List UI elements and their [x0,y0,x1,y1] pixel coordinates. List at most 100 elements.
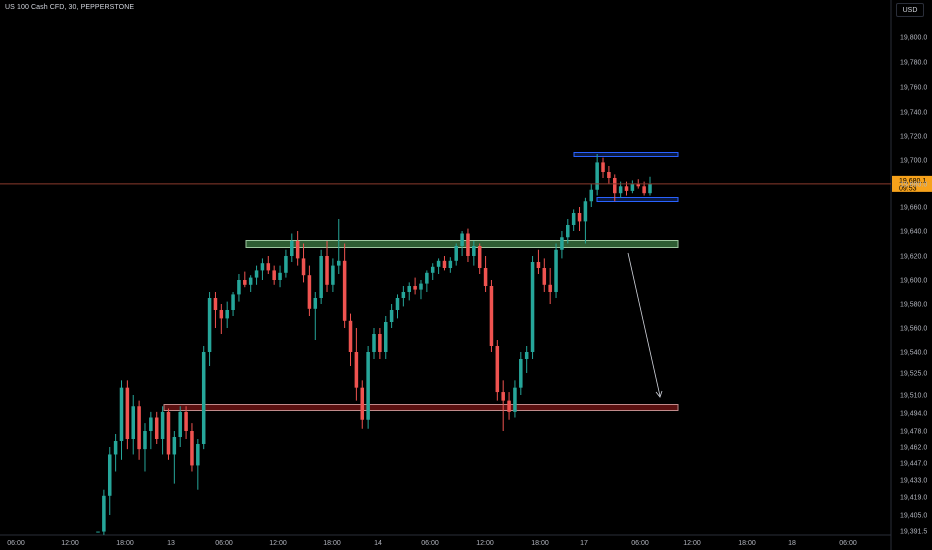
candle-body [113,441,118,455]
candle-body [519,359,523,388]
price-tick-label: 19,640.0 [900,229,927,236]
candle-body [107,454,112,496]
candle-body [595,162,599,190]
price-tick-label: 19,478.0 [900,429,927,436]
candle-body [413,286,417,290]
candle-body [137,406,141,450]
time-tick-label: 06:00 [631,540,649,547]
candle-body [601,162,605,172]
candle-body [436,260,441,267]
price-tick-label: 19,525.0 [900,371,927,378]
candle-body [184,411,188,431]
candle-body [483,268,488,286]
candle-body [149,417,153,431]
target-zone-red [163,404,679,411]
price-axis: 19,800.0 19,780.0 19,760.0 19,740.0 19,720.0… [900,35,927,536]
candle-body [166,411,171,455]
candle-body [642,186,646,194]
price-tick-label: 19,391.5 [900,529,927,536]
candle-body [178,411,182,437]
candle-body [442,260,447,268]
candle-body [102,495,106,532]
time-axis: 06:00 12:00 18:00 13 06:00 12:00 18:00 14 06:00 1… [7,540,857,547]
candle-body [96,531,100,533]
time-tick-label: 13 [167,540,175,547]
candle-body [254,270,259,278]
candle-body [536,262,541,268]
candle-body [407,286,411,292]
candle-body [548,284,552,292]
price-tick-label: 19,720.0 [900,134,927,141]
candle-body [554,249,558,292]
price-tick-label: 19,494.0 [900,411,927,418]
candle-body [360,387,365,420]
currency-button[interactable]: USD [896,3,924,17]
candle-body [624,186,629,191]
candle-body [501,392,505,401]
candle-body [460,233,464,246]
candle-body [319,256,323,298]
price-tick-label: 19,447.0 [900,461,927,468]
candle-body [313,298,318,309]
candle-body [325,256,329,285]
candle-body [636,184,641,187]
candle-body [648,184,652,194]
candle-body [430,266,435,273]
candles-layer [96,154,652,535]
candle-body [219,310,224,319]
candle-body [331,265,335,285]
candle-body [395,298,400,310]
price-tick-label: 19,600.0 [900,278,927,285]
candle-body [389,310,394,322]
price-tick-label: 19,760.0 [900,85,927,92]
candle-body [143,431,147,450]
candle-body [419,283,423,290]
candle-body [560,237,564,250]
time-tick-label: 06:00 [7,540,25,547]
overlay-layer: 19,680.109:53 [0,175,932,398]
candle-body [542,268,547,285]
time-tick-label: 12:00 [476,540,494,547]
candle-body [401,292,406,298]
candle-body [507,400,511,412]
time-tick-label: 17 [580,540,588,547]
candle-body [495,346,500,393]
price-tag-value: 19,680.1 [899,178,926,185]
candle-body [190,431,194,466]
projection-arrow-line [627,252,661,397]
candle-body [524,352,529,359]
candle-body [207,298,212,352]
candle-body [425,272,429,284]
price-tick-label: 19,433.0 [900,478,927,485]
candle-body [448,260,453,268]
candle-body [607,172,611,178]
candle-body [266,263,271,271]
candle-body [201,352,206,444]
price-tick-label: 19,700.0 [900,158,927,165]
time-tick-label: 12:00 [683,540,701,547]
time-tick-label: 18:00 [116,540,134,547]
candle-body [477,246,482,268]
price-tick-label: 19,780.0 [900,60,927,67]
price-tick-label: 19,510.0 [900,393,927,400]
candle-body [119,387,124,441]
price-tick-label: 19,620.0 [900,254,927,261]
price-tick-label: 19,580.0 [900,302,927,309]
candle-body [489,286,494,346]
candle-body [301,258,306,276]
candle-body [372,334,376,352]
time-tick-label: 06:00 [421,540,439,547]
candle-body [589,189,594,202]
price-tick-label: 19,740.0 [900,110,927,117]
candle-body [172,437,177,455]
candle-body [237,280,241,295]
candle-body [337,260,341,266]
symbol-title[interactable]: US 100 Cash CFD, 30, PEPPERSTONE [5,4,135,11]
time-tick-label: 18:00 [738,540,756,547]
candle-body [284,256,288,273]
arrow-head-icon [655,390,663,398]
price-tick-label: 19,405.0 [900,513,927,520]
candle-body [295,241,300,259]
time-tick-label: 14 [374,540,382,547]
